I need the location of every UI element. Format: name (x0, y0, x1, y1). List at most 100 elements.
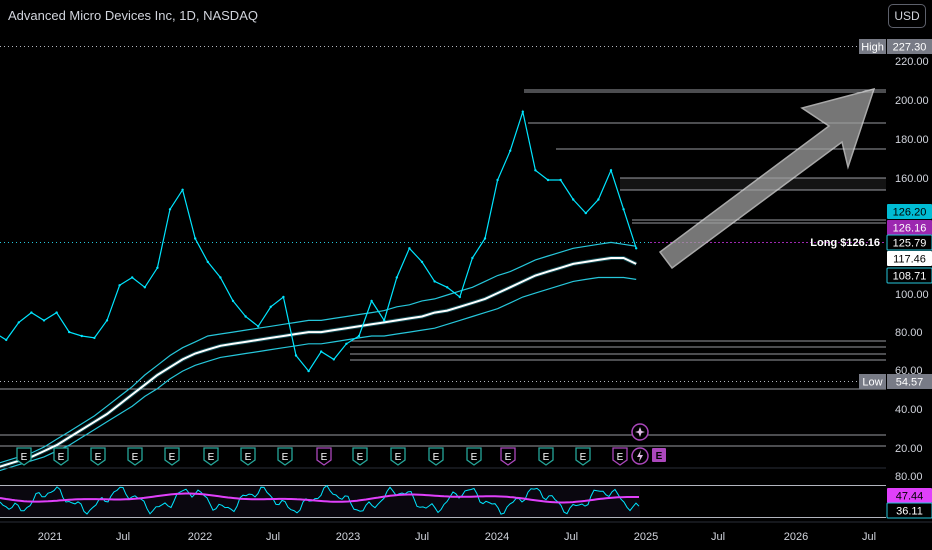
price-point (194, 237, 197, 240)
rsi-badge: 36.11 (886, 502, 932, 519)
rsi-pane (0, 467, 886, 518)
price-tick-label: 160.00 (895, 173, 929, 185)
price-point (357, 334, 361, 338)
earnings-icon[interactable]: E (277, 447, 293, 466)
earnings-icon[interactable]: E (127, 447, 143, 466)
earnings-label: E (282, 452, 289, 463)
earnings-icon[interactable]: E (53, 447, 69, 466)
rsi-tick-label: 80.00 (895, 471, 923, 483)
price-tick-label: 20.00 (895, 443, 923, 455)
earnings-label: E (58, 452, 65, 463)
time-tick-label: Jul (266, 531, 280, 543)
price-points (5, 110, 638, 373)
earnings-label: E (656, 451, 663, 462)
price-point (446, 286, 449, 289)
price-point (521, 110, 524, 114)
price-point (68, 330, 71, 334)
price-tick-label: 200.00 (895, 95, 929, 107)
earnings-label: E (580, 452, 587, 463)
horizontal-levels (0, 89, 886, 447)
price-point (471, 256, 474, 260)
earnings-label: E (321, 452, 328, 463)
price-point (395, 276, 398, 279)
time-axis: 2021 Jul 2022 Jul 2023 Jul 2024 Jul 2025 Jul 2026 J… (0, 521, 932, 543)
price-point (269, 305, 272, 308)
price-point (257, 325, 260, 328)
earnings-icon[interactable]: E (575, 447, 591, 466)
price-badge: 125.79 (886, 234, 932, 251)
price-point (345, 342, 348, 345)
price-point (17, 321, 20, 324)
earnings-icon[interactable]: E (316, 447, 332, 466)
low-tag-value-box (887, 374, 932, 389)
price-point (244, 315, 247, 318)
price-badge-label: 126.20 (893, 207, 927, 219)
earnings-icon[interactable]: E (390, 447, 406, 466)
earnings-icon[interactable]: E (16, 447, 32, 466)
price-point (597, 198, 600, 201)
earnings-purple-box (652, 448, 666, 462)
time-tick-label: 2022 (188, 531, 212, 543)
earnings-icon[interactable]: E (164, 447, 180, 466)
earnings-label: E (433, 452, 440, 463)
price-point (93, 336, 96, 340)
ma-series (0, 257, 637, 468)
price-tick-label: 220.00 (895, 56, 929, 68)
rsi-ma-line (0, 492, 639, 504)
rsi-badge-label: 47.44 (896, 491, 924, 503)
earnings-label: E (21, 452, 28, 463)
low-tag-label: Low (862, 377, 882, 389)
earnings-icon[interactable]: E (90, 447, 106, 466)
price-tick-label: 80.00 (895, 327, 923, 339)
price-point (383, 319, 386, 322)
time-tick-label: Jul (862, 531, 876, 543)
earnings-icon[interactable]: E (240, 447, 256, 466)
currency-button[interactable]: USD (888, 4, 926, 28)
price-point (118, 284, 121, 287)
earnings-label: E (245, 452, 252, 463)
price-point (156, 266, 159, 269)
price-point (282, 295, 285, 299)
price-point (609, 169, 613, 172)
earnings-icon[interactable]: E (352, 447, 368, 466)
price-point (420, 260, 424, 264)
price-badge: 117.46 (887, 251, 932, 266)
price-point (584, 211, 587, 215)
earnings-icon[interactable]: E (203, 447, 219, 466)
ma-glow (0, 256, 638, 469)
earnings-icon[interactable]: E (466, 447, 482, 466)
price-point (622, 208, 625, 211)
upper-band-series (0, 241, 637, 464)
price-point (458, 295, 461, 299)
price-point (55, 311, 58, 314)
price-point (294, 354, 298, 357)
price-point (559, 178, 562, 182)
price-point (546, 178, 550, 182)
time-tick-label: Jul (415, 531, 429, 543)
price-point (572, 198, 575, 201)
time-tick-label: Jul (116, 531, 130, 543)
earnings-icon[interactable]: E (538, 447, 554, 466)
price-tick-label: 40.00 (895, 404, 923, 416)
time-tick-label: Jul (564, 531, 578, 543)
time-tick-label: 2023 (336, 531, 360, 543)
low-tag: Low 54.57 (859, 374, 932, 389)
earnings-icon[interactable]: E (500, 447, 516, 466)
earnings-label: E (132, 452, 139, 463)
earnings-icon[interactable]: E (428, 447, 444, 466)
time-tick-label: 2024 (485, 531, 509, 543)
price-point (105, 319, 109, 322)
price-point (5, 338, 8, 342)
earnings-label: E (543, 452, 550, 463)
price-point (80, 334, 84, 338)
rsi-line (0, 484, 640, 515)
earnings-label: E (471, 452, 478, 463)
lower-band-series (0, 276, 637, 472)
price-badge-label: 108.71 (893, 271, 927, 283)
rsi-badge: 47.44 (887, 488, 932, 503)
earnings-label: E (505, 452, 512, 463)
price-point (42, 319, 46, 322)
